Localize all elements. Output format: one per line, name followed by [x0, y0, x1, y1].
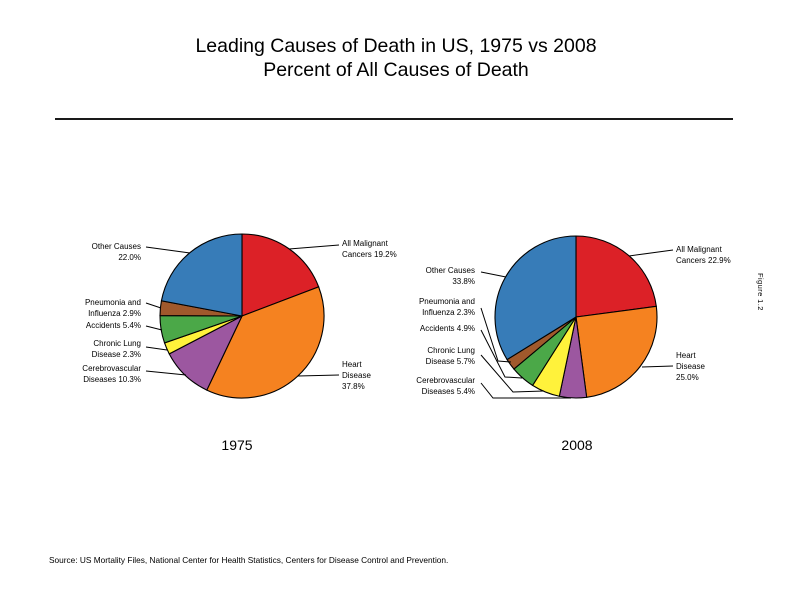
leader-2008-accidents [480, 329, 523, 379]
label-2008-chronic-lung: Chronic Lung Disease 5.7% [425, 346, 475, 366]
label-2008-cerebrovascular: Cerebrovascular Diseases 5.4% [416, 376, 475, 396]
label-1975-cerebrovascular: Cerebrovascular Diseases 10.3% [82, 364, 141, 384]
leader-2008-heart [641, 365, 674, 368]
pie-slice [575, 305, 658, 398]
pie-1975 [159, 233, 325, 399]
label-1975-pneumonia-influenza: Pneumonia and Influenza 2.9% [84, 298, 141, 318]
year-label-2008: 2008 [561, 437, 593, 453]
chart-title: Leading Causes of Death in US, 1975 vs 2… [0, 34, 792, 82]
leader-2008-cerebro [480, 382, 571, 399]
leader-lines [145, 244, 674, 399]
label-1975-heart-disease: Heart Disease 37.8% [342, 360, 371, 391]
pie-slice [575, 235, 657, 318]
chart-title-line-1: Leading Causes of Death in US, 1975 vs 2… [195, 35, 597, 57]
label-1975-chronic-lung: Chronic Lung Disease 2.3% [91, 339, 141, 359]
pie-slice [494, 235, 577, 361]
leader-1975-other [145, 246, 191, 254]
leader-2008-cancers [628, 249, 674, 257]
leader-2008-pneumonia [480, 307, 512, 363]
leader-1975-cerebro [145, 370, 187, 376]
label-1975-accidents: Accidents 5.4% [85, 321, 141, 330]
year-label-1975: 1975 [221, 437, 253, 453]
label-2008-all-malignant-cancers: All Malignant Cancers 22.9% [676, 245, 731, 265]
leader-2008-lung [480, 354, 545, 393]
chart-title-line-2: Percent of All Causes of Death [263, 59, 529, 81]
leader-1975-accidents [145, 325, 163, 331]
label-1975-other-causes: Other Causes 22.0% [91, 242, 141, 262]
pie-slice [206, 286, 325, 399]
leader-1975-heart [297, 374, 340, 377]
figure-number-label: Figure 1.2 [756, 273, 765, 311]
title-divider-line [55, 118, 733, 120]
source-citation: Source: US Mortality Files, National Cen… [49, 555, 449, 565]
label-1975-all-malignant-cancers: All Malignant Cancers 19.2% [342, 239, 397, 259]
pie-2008 [494, 235, 658, 399]
label-2008-accidents: Accidents 4.9% [419, 324, 475, 333]
leader-1975-lung [145, 346, 168, 351]
label-2008-pneumonia-influenza: Pneumonia and Influenza 2.3% [418, 297, 475, 317]
leader-1975-cancers [288, 244, 340, 250]
pie-slice [241, 233, 320, 317]
leader-1975-pneumonia [145, 302, 162, 309]
label-2008-other-causes: Other Causes 33.8% [425, 266, 475, 286]
label-2008-heart-disease: Heart Disease 25.0% [676, 351, 705, 382]
leader-2008-other [480, 271, 507, 278]
